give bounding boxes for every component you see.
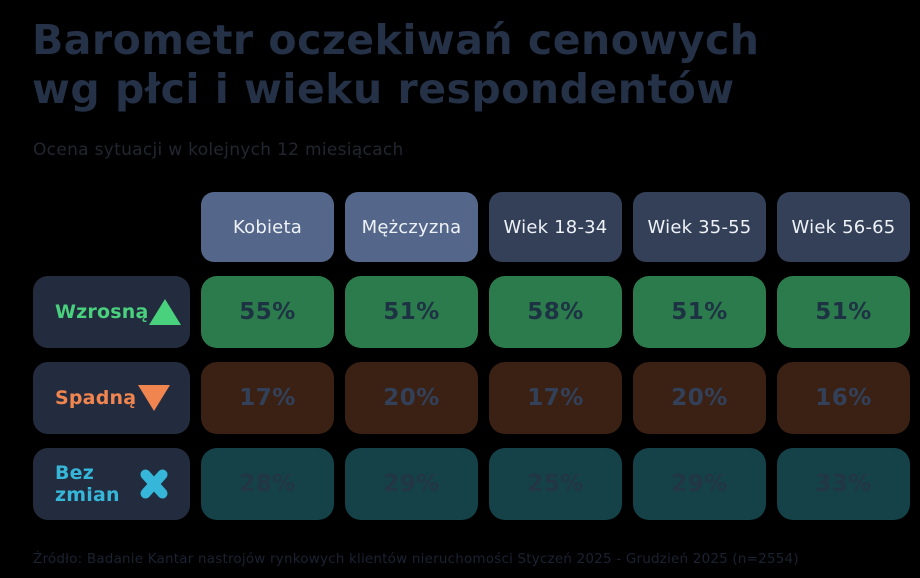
triangle-down-icon xyxy=(138,385,170,411)
cell-spadna-wiek-35-55: 20% xyxy=(633,362,766,434)
cell-spadna-wiek-18-34: 17% xyxy=(489,362,622,434)
cell-bez-zmian-wiek-35-55: 29% xyxy=(633,448,766,520)
cross-icon xyxy=(138,469,170,499)
row-label-wzrosna: Wzrosną xyxy=(33,276,190,348)
page-title-line1: Barometr oczekiwań cenowych xyxy=(32,16,760,64)
page-subtitle: Ocena sytuacji w kolejnych 12 miesiącach xyxy=(33,140,404,160)
row-label-wzrosna-text: Wzrosną xyxy=(55,301,149,323)
barometer-grid: Kobieta Mężczyzna Wiek 18-34 Wiek 35-55 … xyxy=(33,192,910,520)
row-label-bez-zmian: Bez zmian xyxy=(33,448,190,520)
cell-spadna-kobieta: 17% xyxy=(201,362,334,434)
cell-wzrosna-wiek-18-34: 58% xyxy=(489,276,622,348)
cell-bez-zmian-wiek-18-34: 25% xyxy=(489,448,622,520)
cell-wzrosna-wiek-35-55: 51% xyxy=(633,276,766,348)
column-header-mezczyzna: Mężczyzna xyxy=(345,192,478,262)
cell-spadna-wiek-56-65: 16% xyxy=(777,362,910,434)
triangle-up-icon xyxy=(148,299,181,325)
cell-bez-zmian-wiek-56-65: 33% xyxy=(777,448,910,520)
row-label-spadna-text: Spadną xyxy=(55,387,137,409)
column-header-kobieta: Kobieta xyxy=(201,192,334,262)
cell-wzrosna-wiek-56-65: 51% xyxy=(777,276,910,348)
grid-corner-spacer xyxy=(33,192,190,262)
cell-wzrosna-kobieta: 55% xyxy=(201,276,334,348)
source-note: Źródło: Badanie Kantar nastrojów rynkowy… xyxy=(33,551,799,567)
column-header-wiek-35-55: Wiek 35-55 xyxy=(633,192,766,262)
cell-bez-zmian-mezczyzna: 29% xyxy=(345,448,478,520)
cell-spadna-mezczyzna: 20% xyxy=(345,362,478,434)
cell-wzrosna-mezczyzna: 51% xyxy=(345,276,478,348)
row-label-bez-zmian-text: Bez zmian xyxy=(55,462,120,506)
row-label-spadna: Spadną xyxy=(33,362,190,434)
page-title-line2: wg płci i wieku respondentów xyxy=(32,64,735,113)
column-header-wiek-56-65: Wiek 56-65 xyxy=(777,192,910,262)
cell-bez-zmian-kobieta: 28% xyxy=(201,448,334,520)
page-title: Barometr oczekiwań cenowych wg płci i wie… xyxy=(32,16,759,114)
column-header-wiek-18-34: Wiek 18-34 xyxy=(489,192,622,262)
